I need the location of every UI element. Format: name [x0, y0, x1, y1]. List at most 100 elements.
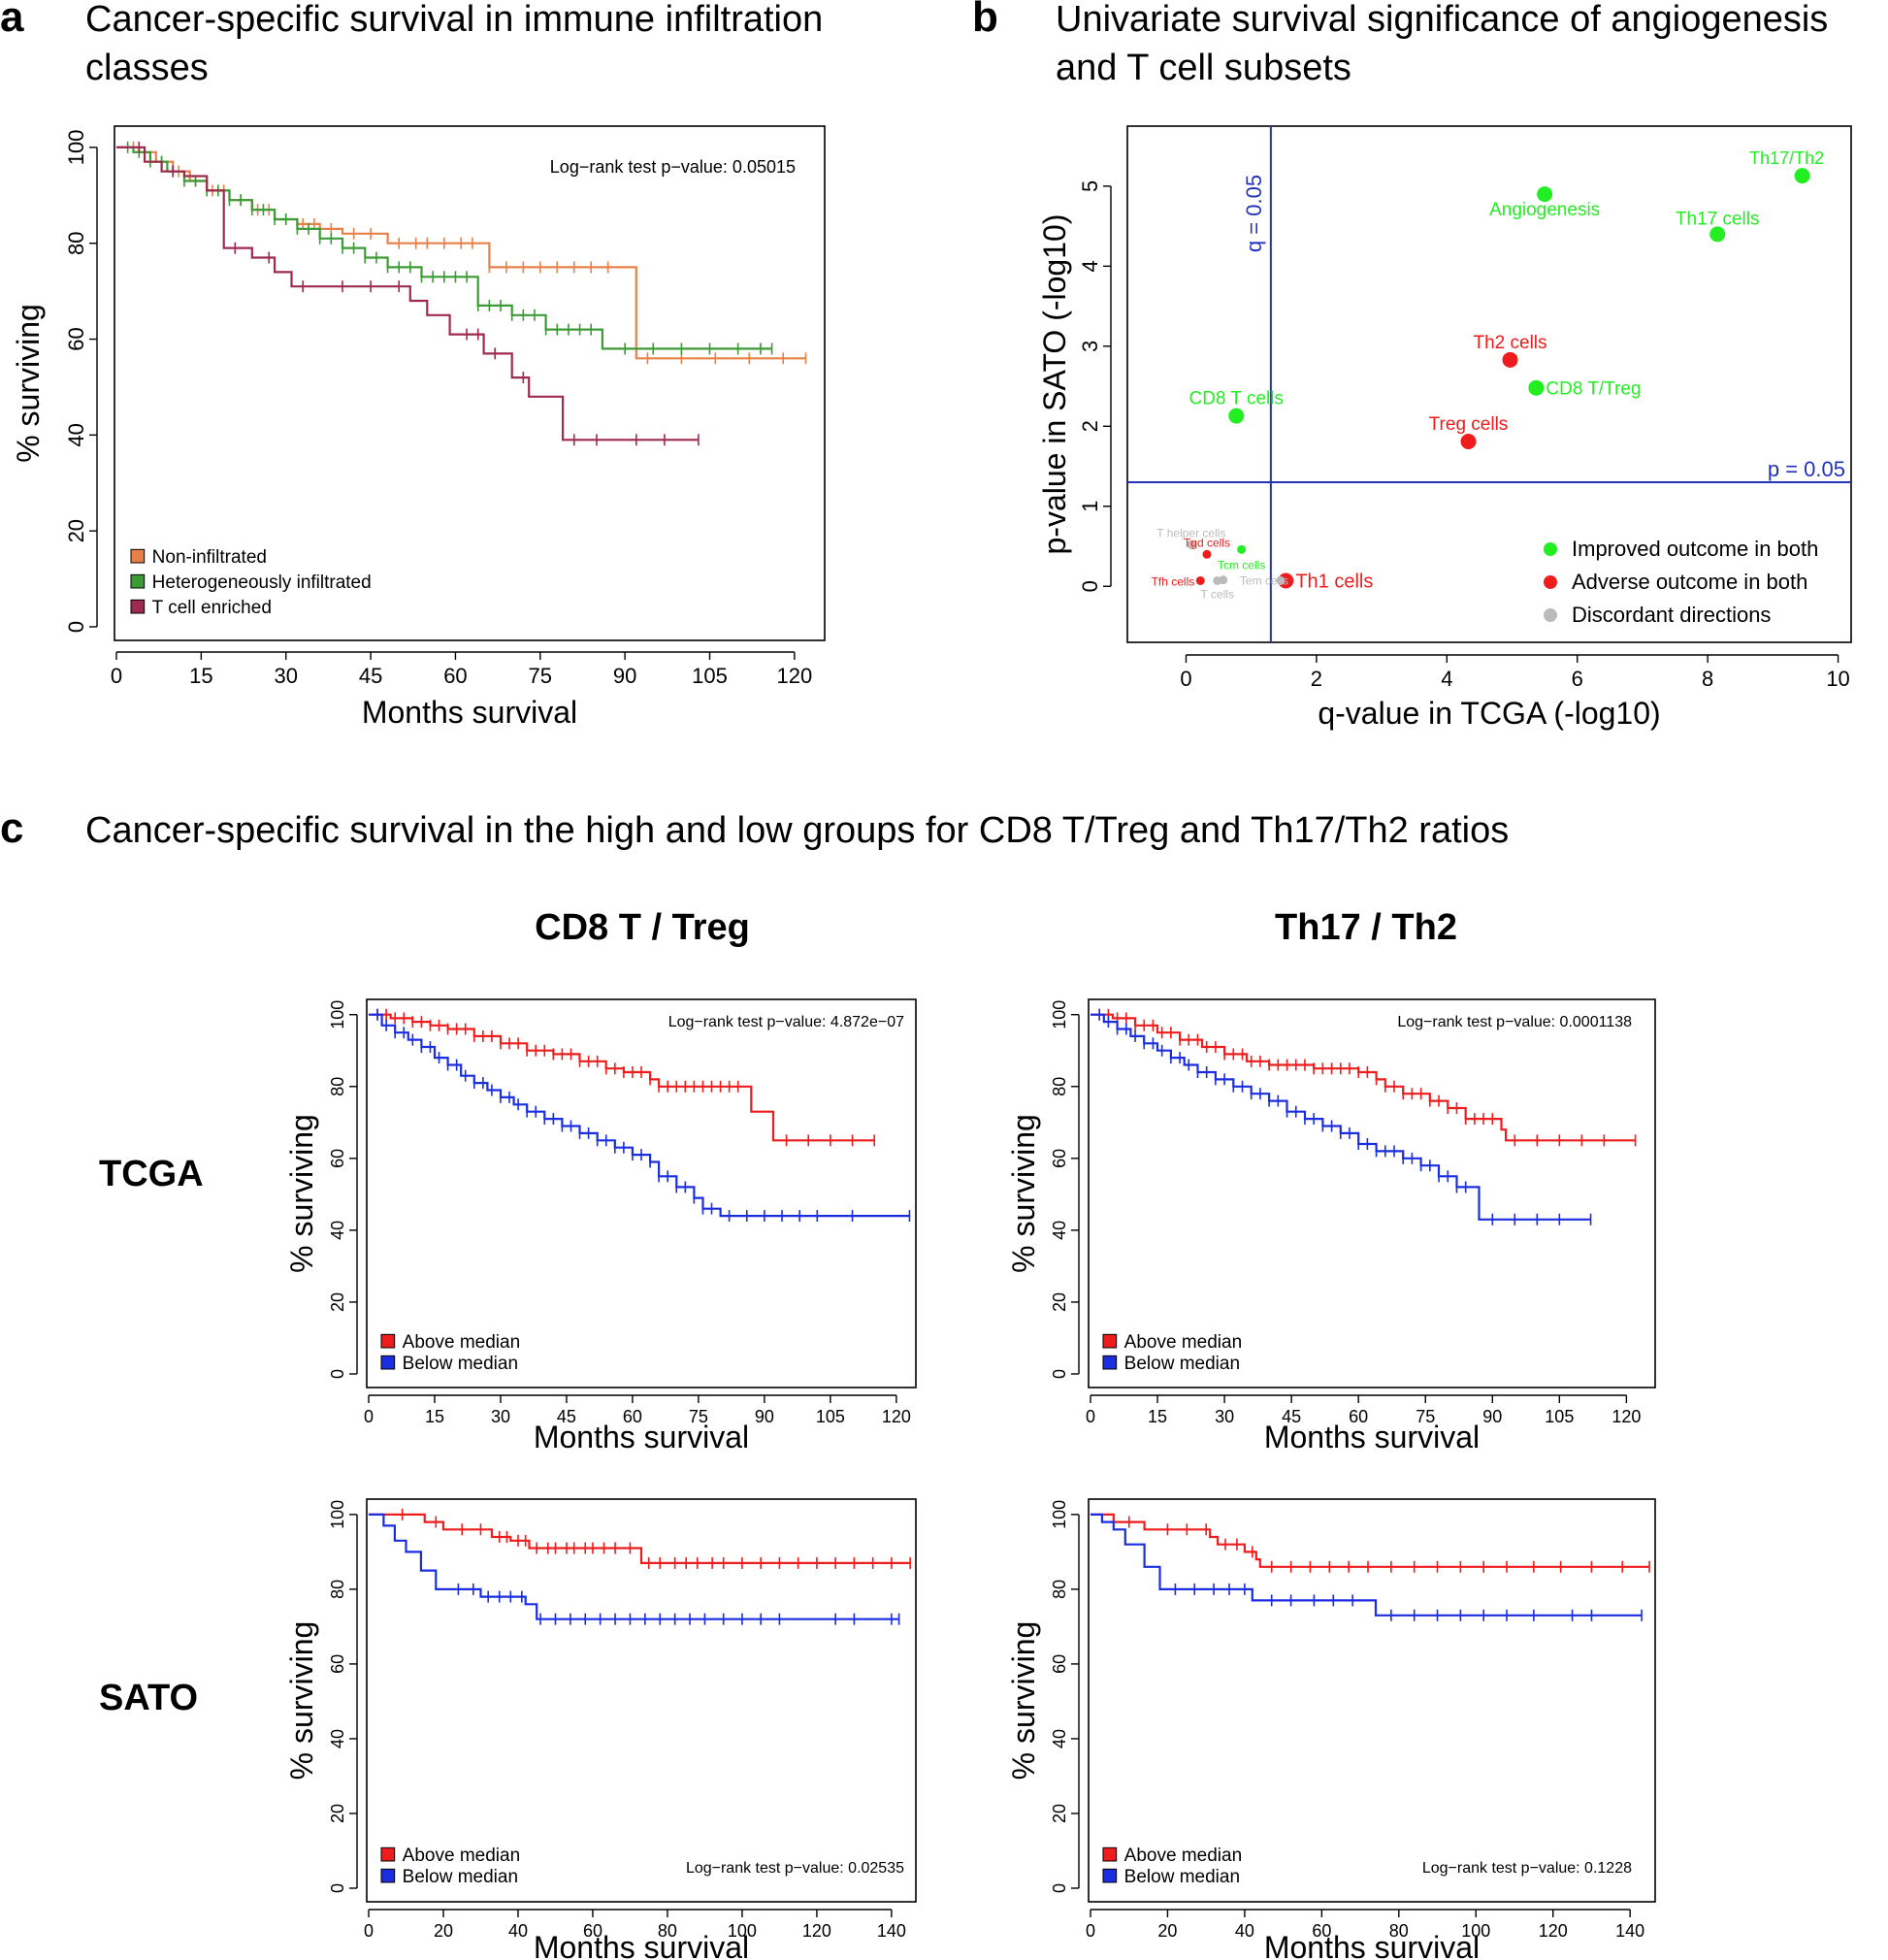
legend-label: Below median	[1124, 1867, 1240, 1887]
logrank-annotation: Log−rank test p−value: 0.1228	[1422, 1860, 1632, 1877]
x-tick-label: 90	[755, 1407, 774, 1426]
x-tick-label: 140	[1615, 1921, 1644, 1941]
x-tick-label: 6	[1572, 667, 1583, 691]
logrank-annotation: Log−rank test p−value: 4.872e−07	[668, 1014, 904, 1030]
logrank-annotation: Log−rank test p−value: 0.02535	[686, 1860, 904, 1877]
y-tick-label: 100	[328, 1500, 347, 1529]
legend-swatch	[1102, 1868, 1118, 1883]
km-curve-below-median	[369, 1013, 910, 1218]
x-tick-label: 30	[491, 1407, 510, 1426]
legend-label: Heterogeneously infiltrated	[152, 572, 372, 593]
x-tick-label: 45	[359, 664, 382, 688]
point-label: T cells	[1201, 587, 1234, 601]
scatter-point-th17-th2	[1794, 168, 1810, 184]
x-tick-label: 15	[189, 664, 212, 688]
x-tick-label: 75	[689, 1407, 708, 1426]
x-tick-label: 45	[1282, 1407, 1301, 1426]
panel-c-letter: c	[0, 804, 23, 852]
legend-label: Adverse outcome in both	[1572, 570, 1807, 594]
x-axis-title: Months survival	[1264, 1930, 1480, 1960]
scatter-point-treg-cells	[1460, 433, 1477, 449]
x-tick-label: 75	[529, 664, 552, 688]
x-axis-title: Months survival	[534, 1420, 749, 1454]
column-title-th17-th2: Th17 / Th2	[1275, 907, 1457, 948]
y-tick-label: 40	[328, 1729, 347, 1748]
legend-swatch	[130, 599, 146, 614]
x-tick-label: 60	[443, 664, 467, 688]
x-tick-label: 15	[1148, 1407, 1167, 1426]
column-title-cd8-treg: CD8 T / Treg	[535, 907, 750, 948]
row-label-sato: SATO	[99, 1678, 198, 1718]
y-tick-label: 60	[1050, 1149, 1069, 1168]
row-label-tcga: TCGA	[99, 1154, 204, 1194]
y-tick-label: 0	[328, 1369, 347, 1379]
y-tick-label: 80	[328, 1580, 347, 1599]
plot-frame	[366, 998, 917, 1388]
legend-label: Above median	[403, 1846, 520, 1866]
panel-a-title-line2: classes	[85, 48, 209, 88]
y-tick-label: 80	[328, 1077, 347, 1096]
x-tick-label: 0	[1086, 1921, 1095, 1941]
x-tick-label: 105	[692, 664, 728, 688]
scatter-point-tfh-cells	[1195, 575, 1205, 585]
legend-dot	[1544, 542, 1557, 556]
y-tick-label: 40	[328, 1221, 347, 1240]
x-axis-title: Months survival	[362, 695, 577, 730]
point-label: Th2 cells	[1473, 333, 1546, 353]
y-tick-label: 40	[1050, 1221, 1069, 1240]
x-tick-label: 4	[1441, 667, 1452, 691]
y-tick-label: 0	[328, 1883, 347, 1893]
scatter-point-cd8-t-cells	[1228, 408, 1245, 424]
point-label: Angiogenesis	[1489, 200, 1600, 220]
x-tick-label: 45	[557, 1407, 576, 1426]
y-tick-label: 2	[1078, 420, 1102, 432]
km-chart-tcga-cd8-treg: 0 15 30 45 60 75 90 105 120 0 20 40 60 80 100 Months su…	[284, 998, 917, 1454]
legend-swatch	[380, 1868, 396, 1883]
point-label: Tcm cells	[1218, 558, 1265, 572]
scatter-point-th17-cells	[1709, 226, 1726, 243]
legend-label: Improved outcome in both	[1572, 537, 1818, 561]
y-tick-label: 0	[1050, 1369, 1069, 1379]
y-axis-title: % surviving	[284, 1621, 319, 1780]
x-tick-label: 120	[1539, 1921, 1568, 1941]
panel-c-title: Cancer-specific survival in the high and…	[85, 810, 1509, 851]
y-tick-label: 80	[1050, 1580, 1069, 1599]
legend-swatch	[130, 573, 146, 589]
x-tick-label: 0	[1086, 1407, 1095, 1426]
y-tick-label: 80	[1050, 1077, 1069, 1096]
km-curve-below-median	[1090, 1013, 1591, 1221]
scatter-point-t-helper-cells	[1187, 539, 1196, 549]
x-tick-label: 10	[1826, 667, 1849, 691]
y-tick-label: 0	[1050, 1883, 1069, 1893]
panel-a-letter: a	[0, 0, 24, 41]
km-curve-non-infiltrated	[116, 146, 806, 360]
scatter-chart-univariate: 0 2 4 6 8 10 0 1 2 3 4 5 q-value in TCGA (-log10) p-v…	[1037, 125, 1852, 731]
x-tick-label: 15	[425, 1407, 444, 1426]
panel-b-letter: b	[972, 0, 998, 41]
y-tick-label: 3	[1078, 341, 1102, 352]
scatter-point-tem-cells	[1276, 575, 1286, 585]
x-tick-label: 75	[1416, 1407, 1435, 1426]
scatter-point-tcm-cells	[1237, 544, 1247, 554]
x-tick-label: 120	[802, 1921, 831, 1941]
y-tick-label: 1	[1078, 501, 1102, 512]
x-tick-label: 20	[434, 1921, 453, 1941]
plot-frame	[114, 125, 826, 641]
scatter-point-unlabeled	[1219, 575, 1228, 585]
point-label: Treg cells	[1429, 414, 1509, 435]
km-curve-t-cell-enriched	[116, 146, 699, 441]
y-axis-title: % surviving	[11, 304, 46, 463]
y-tick-label: 20	[1050, 1804, 1069, 1823]
x-tick-label: 8	[1702, 667, 1713, 691]
y-tick-label: 20	[1050, 1292, 1069, 1312]
km-curve-below-median	[1090, 1513, 1643, 1617]
x-tick-label: 40	[508, 1921, 528, 1941]
legend-swatch	[1102, 1846, 1118, 1862]
y-axis-title: p-value in SATO (-log10)	[1037, 214, 1072, 555]
plot-frame	[1088, 998, 1656, 1388]
x-tick-label: 30	[274, 664, 297, 688]
logrank-annotation: Log−rank test p−value: 0.0001138	[1397, 1014, 1632, 1030]
x-tick-label: 40	[1235, 1921, 1254, 1941]
y-axis-title: % surviving	[1006, 1621, 1041, 1780]
